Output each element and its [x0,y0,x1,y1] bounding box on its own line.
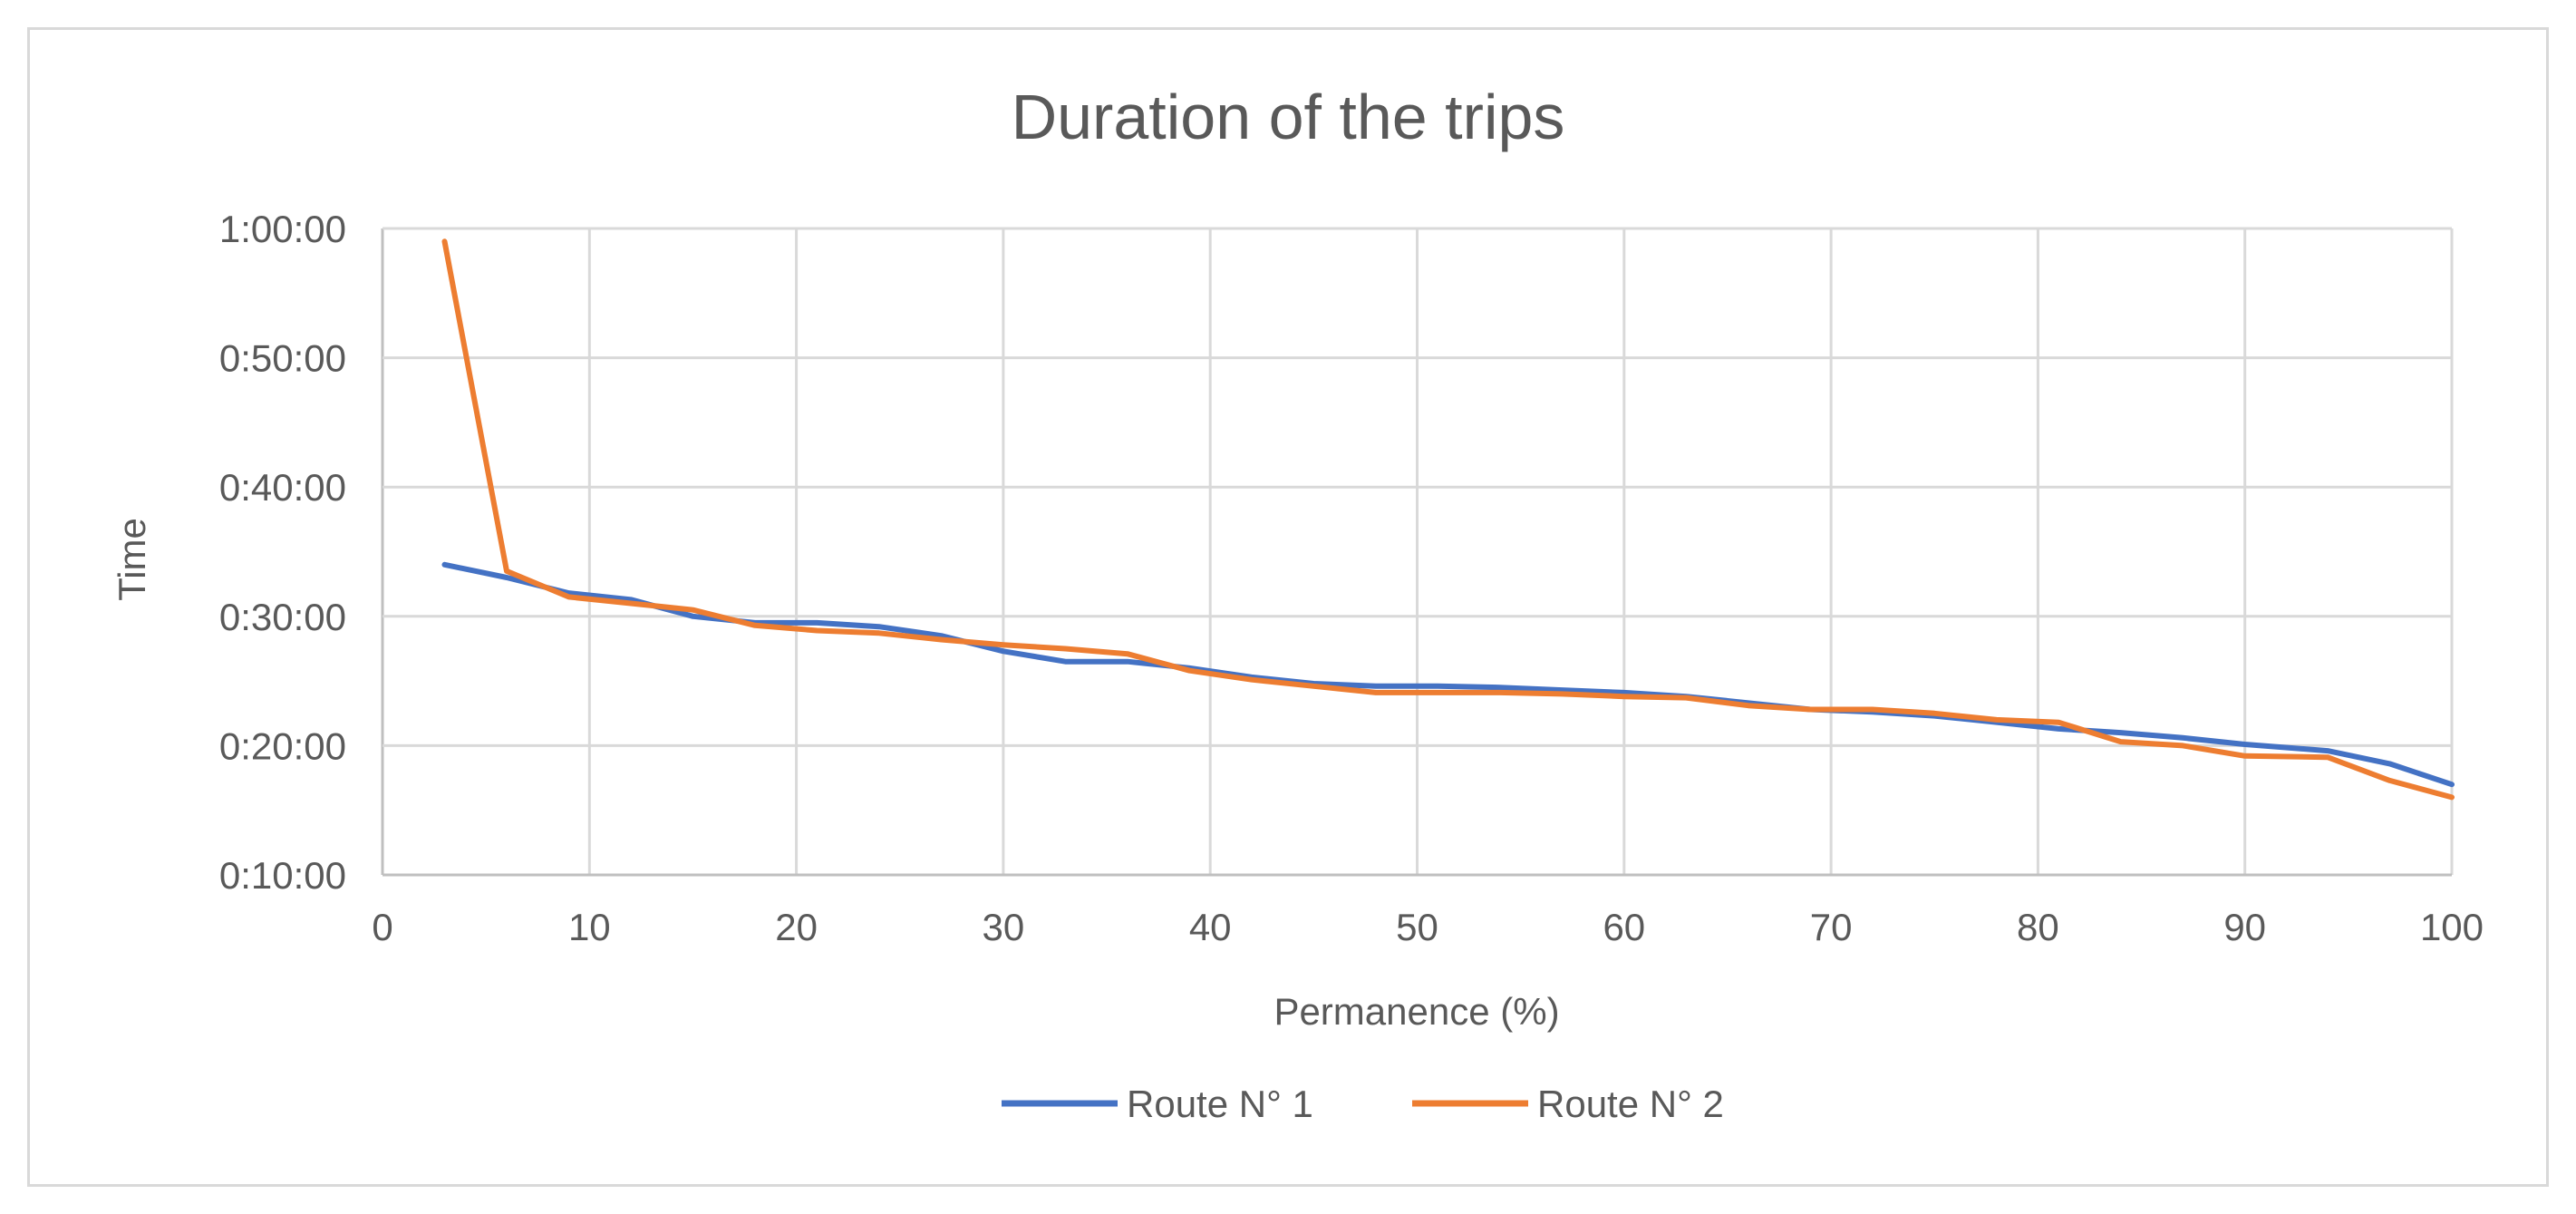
grid-lines [381,227,2454,877]
y-tick-label: 0:10:00 [219,854,346,897]
x-tick-label: 20 [775,906,818,948]
x-tick-label: 50 [1396,906,1438,948]
chart-title: Duration of the trips [1012,82,1565,152]
y-tick-label: 0:20:00 [219,724,346,767]
x-tick-label: 100 [2420,906,2484,948]
x-tick-label: 40 [1189,906,1232,948]
y-tick-label: 1:00:00 [219,208,346,250]
y-axis-label: Time [111,518,153,601]
x-tick-label: 80 [2017,906,2059,948]
y-tick-label: 0:50:00 [219,337,346,380]
x-axis-ticks: 0 10 20 30 40 50 60 70 80 90 100 [372,906,2484,948]
legend: Route N° 1 Route N° 2 [1002,1083,1724,1125]
series-line-route-1 [441,561,2455,788]
y-tick-label: 0:40:00 [219,466,346,509]
chart-frame [27,27,2549,1187]
legend-label-route-1: Route N° 1 [1127,1083,1313,1125]
series-lines [441,238,2455,801]
y-tick-label: 0:30:00 [219,596,346,638]
x-tick-label: 90 [2223,906,2266,948]
x-axis-label: Permanence (%) [1273,990,1559,1033]
x-tick-label: 0 [372,906,392,948]
x-tick-label: 70 [1810,906,1853,948]
series-line-route-2 [441,238,2455,801]
x-tick-label: 60 [1603,906,1645,948]
x-tick-label: 30 [983,906,1025,948]
x-tick-label: 10 [568,906,611,948]
y-axis-ticks: 0:10:00 0:20:00 0:30:00 0:40:00 0:50:00 1:00:… [219,208,346,897]
legend-label-route-2: Route N° 2 [1537,1083,1724,1125]
